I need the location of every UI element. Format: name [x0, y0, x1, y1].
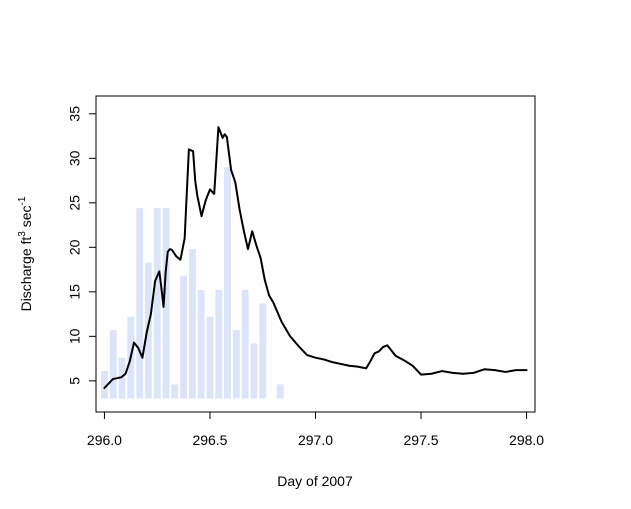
y-axis-title: Discharge ft3 sec-1 [17, 196, 34, 311]
rainfall-bar [153, 208, 161, 399]
rainfall-bar [171, 384, 179, 399]
y-axis-title-mid: sec [18, 205, 34, 231]
rainfall-bar [224, 167, 231, 399]
discharge-series [103, 126, 528, 389]
rainfall-bar [180, 275, 188, 399]
y-tick-label: 30 [67, 150, 83, 166]
rainfall-bar [189, 249, 196, 399]
y-axis: 5 10 15 20 25 30 35 [67, 106, 97, 385]
x-tick-label: 296.0 [87, 432, 122, 448]
y-tick-label: 5 [67, 377, 83, 385]
rainfall-bar [101, 371, 108, 399]
rainfall-bar [162, 208, 170, 399]
y-axis-title-prefix: Discharge ft [18, 237, 34, 312]
x-tick-label: 297.5 [404, 432, 439, 448]
rainfall-bar [250, 343, 258, 399]
x-tick-label: 297.0 [298, 432, 333, 448]
x-tick-label: 296.5 [192, 432, 227, 448]
rainfall-bar [259, 303, 267, 399]
y-tick-label: 15 [67, 284, 83, 300]
y-tick-label: 20 [67, 239, 83, 255]
y-tick-label: 35 [67, 106, 83, 122]
discharge-line [103, 126, 528, 389]
rainfall-bar [232, 330, 240, 399]
x-tick-label: 298.0 [509, 432, 544, 448]
rainfall-bar [215, 290, 223, 399]
y-axis-title-sup1: 3 [17, 231, 28, 237]
x-axis-title: Day of 2007 [277, 473, 353, 489]
rainfall-bar [109, 330, 117, 399]
plot-frame [95, 95, 536, 413]
rainfall-bar [144, 262, 152, 399]
y-axis-title-sup2: -1 [17, 196, 28, 205]
x-axis: 296.0 296.5 297.0 297.5 298.0 [87, 411, 544, 448]
rainfall-bar [197, 290, 205, 399]
rainfall-bar [118, 357, 126, 399]
rainfall-bar [241, 290, 249, 399]
rainfall-bar [276, 384, 284, 399]
rainfall-bar [206, 316, 214, 399]
y-tick-label: 10 [67, 328, 83, 344]
rainfall-bar [136, 208, 144, 399]
y-tick-label: 25 [67, 195, 83, 211]
